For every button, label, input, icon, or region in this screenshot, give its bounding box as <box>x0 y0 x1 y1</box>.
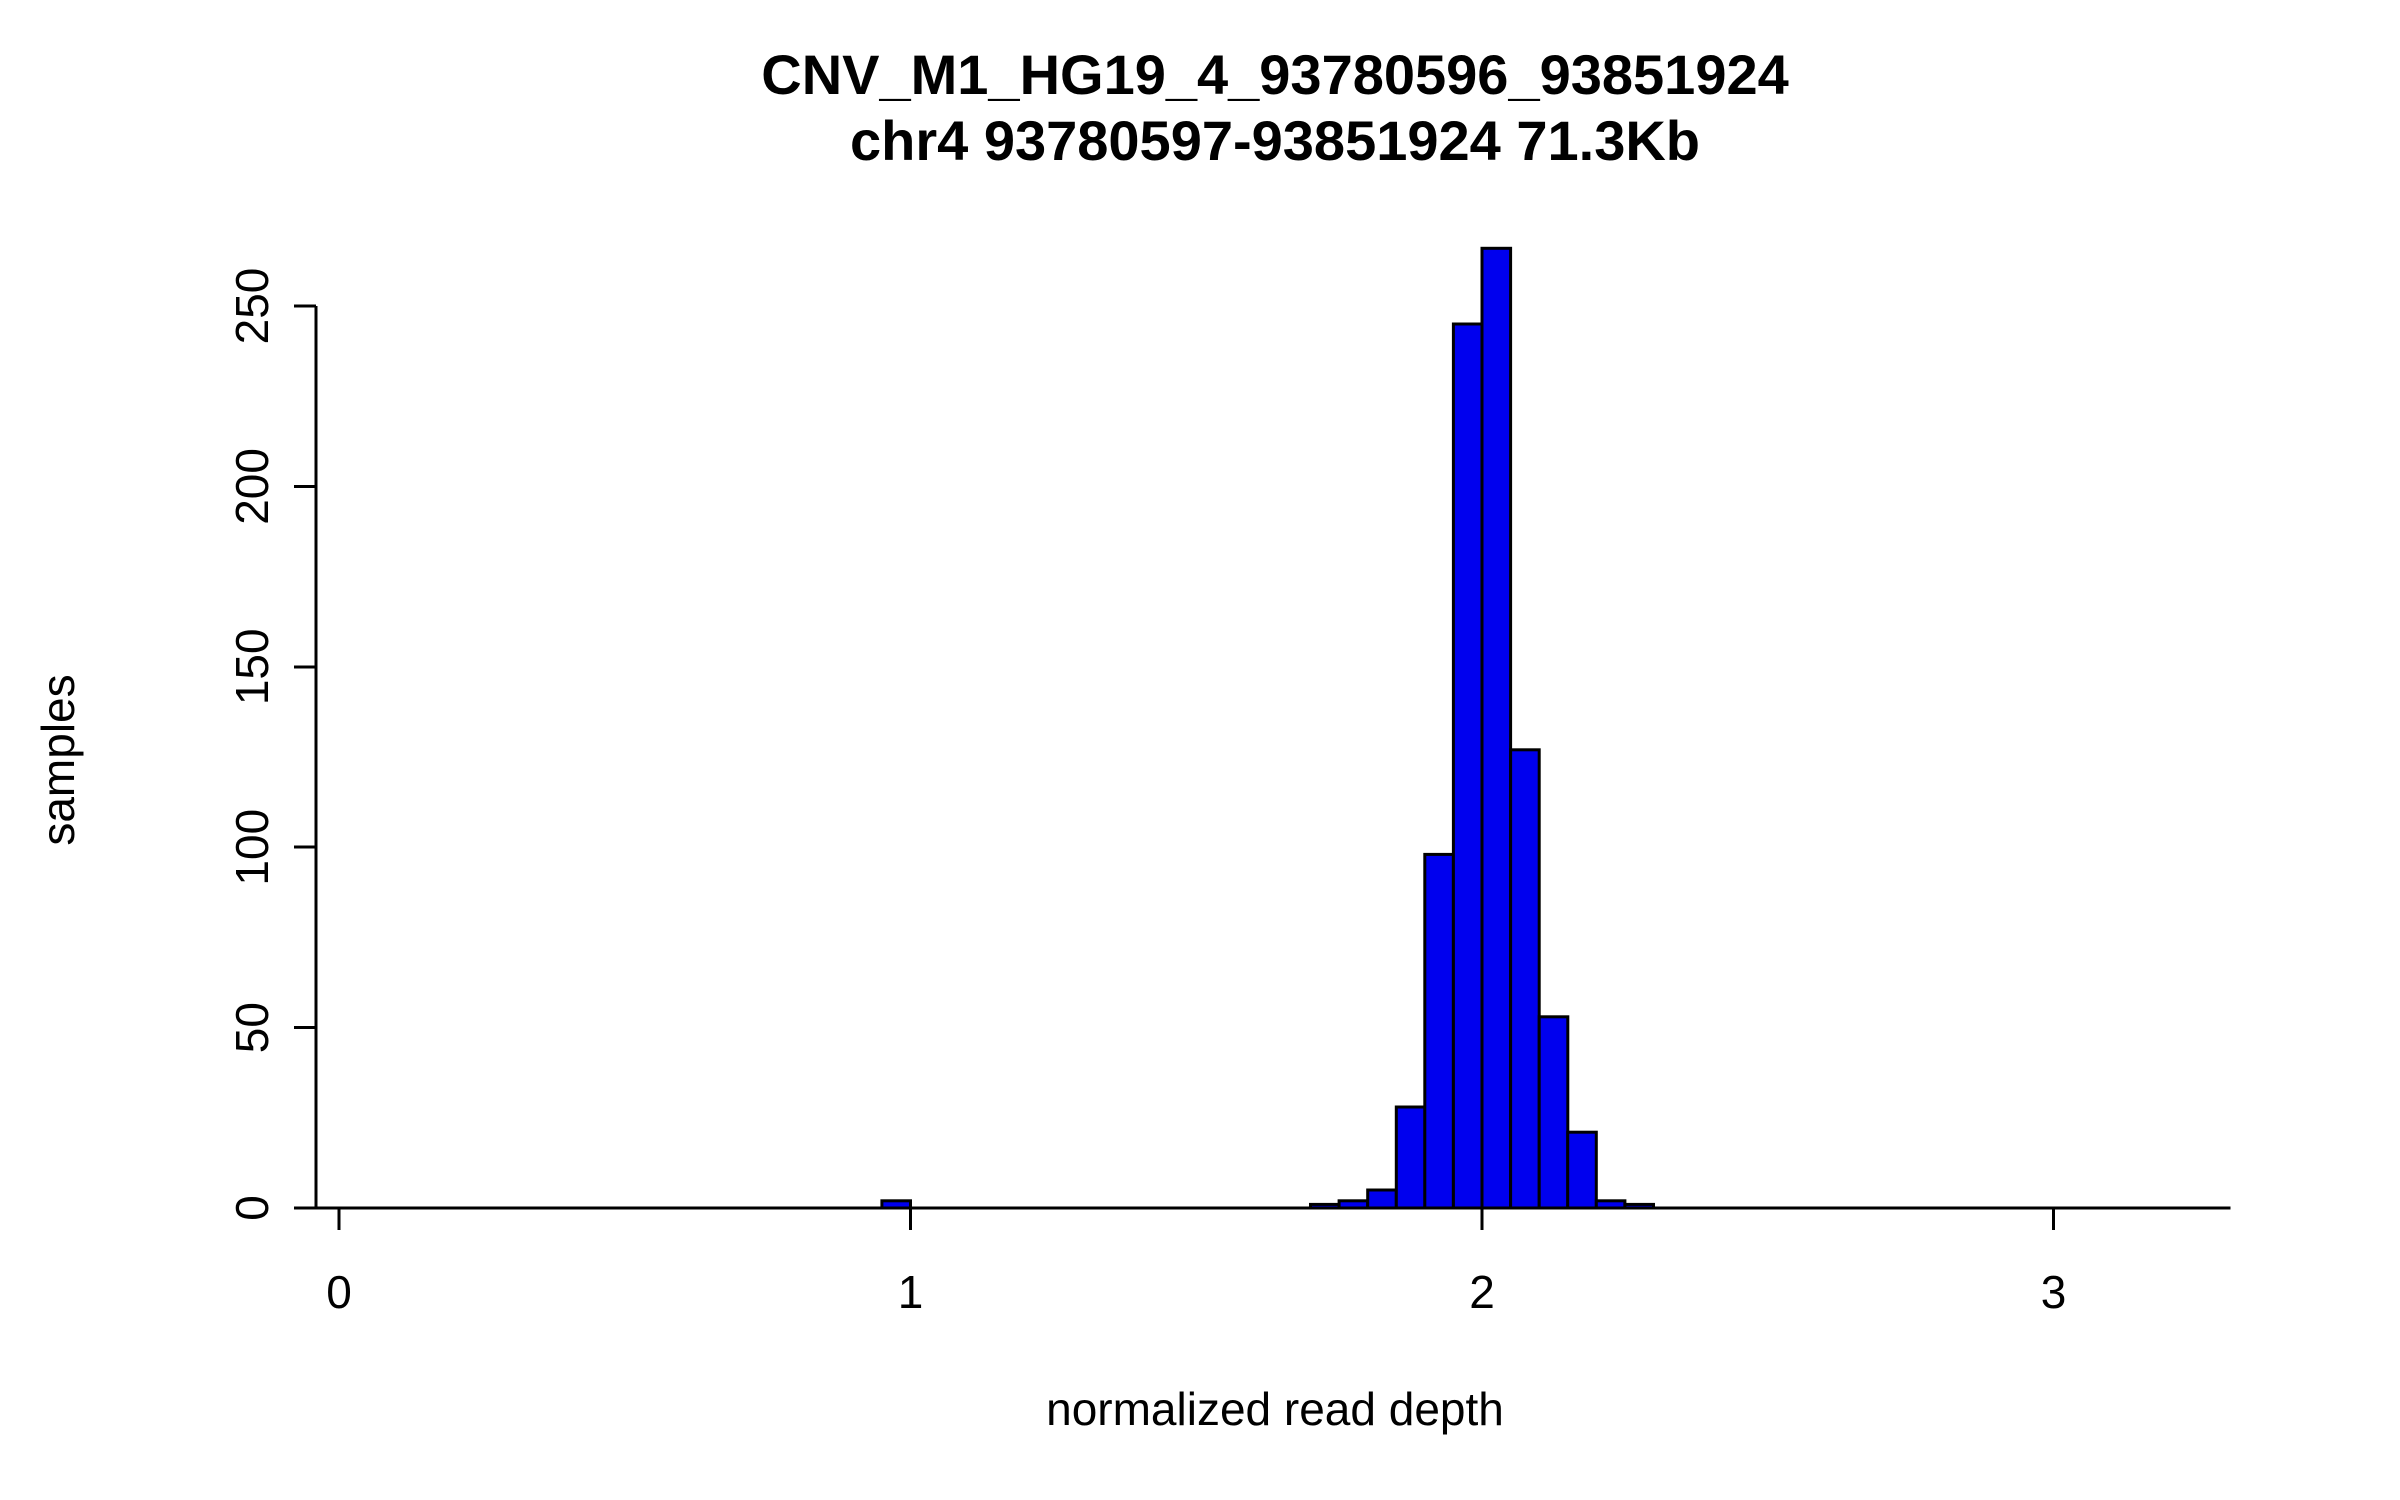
histogram-bar <box>1451 322 1484 1210</box>
histogram-bar <box>1509 748 1541 1210</box>
y-tick-label: 100 <box>226 809 278 886</box>
chart-subtitle: chr4 93780597-93851924 71.3Kb <box>849 109 1700 172</box>
y-tick-label: 50 <box>226 1002 278 1053</box>
histogram-bar <box>1537 1015 1570 1210</box>
x-tick-label: 1 <box>898 1266 924 1318</box>
y-tick-label: 200 <box>226 448 278 525</box>
histogram-bar <box>1366 1188 1398 1210</box>
x-tick-label: 2 <box>1469 1266 1495 1318</box>
histogram-bar <box>1566 1130 1598 1210</box>
y-tick-label: 0 <box>226 1195 278 1221</box>
y-tick-label: 250 <box>226 268 278 345</box>
histogram-bar <box>1480 246 1513 1210</box>
chart-title: CNV_M1_HG19_4_93780596_93851924 <box>761 43 1789 106</box>
x-tick-label: 3 <box>2041 1266 2067 1318</box>
histogram-bar <box>1423 852 1455 1210</box>
x-tick-label: 0 <box>326 1266 352 1318</box>
x-axis-label: normalized read depth <box>1046 1383 1504 1435</box>
chart-title-block: CNV_M1_HG19_4_93780596_93851924 chr4 937… <box>318 42 2232 174</box>
y-tick-label: 150 <box>226 628 278 705</box>
histogram-bar <box>1394 1105 1427 1210</box>
